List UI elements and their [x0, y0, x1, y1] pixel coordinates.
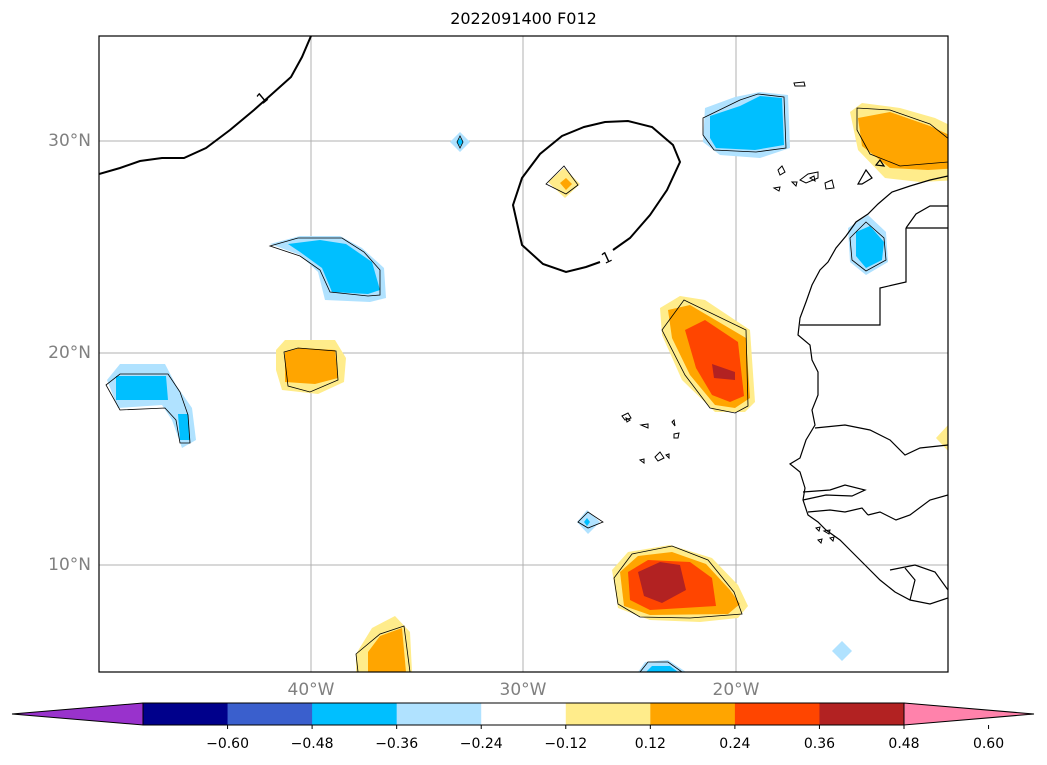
colorbar-tick-label: −0.12	[544, 736, 588, 752]
negative-anomaly-areas	[107, 92, 888, 672]
map-panel: 1 1	[98, 35, 949, 673]
colorbar-tick-label: 0.60	[972, 736, 1005, 752]
colorbar-cell	[650, 703, 736, 725]
colorbar-tick-label: 0.48	[888, 736, 920, 752]
colorbar-tick-label: 0.12	[634, 736, 666, 752]
colorbar-tick-label: −0.60	[206, 736, 249, 752]
plot-frame	[98, 35, 949, 673]
value-contours	[99, 36, 682, 274]
colorbar-cell	[396, 703, 482, 725]
colorbar-cell	[734, 703, 820, 725]
coastline	[788, 158, 948, 605]
colorbar-tick-label: 0.36	[803, 736, 836, 752]
colorbar-extend-low	[11, 702, 144, 726]
islands	[621, 81, 835, 544]
colorbar-cell	[481, 703, 567, 725]
colorbar-tick-label: −0.48	[290, 736, 334, 752]
map-title: 2022091400 F012	[450, 9, 597, 28]
lat-label: 20°N	[48, 343, 91, 363]
contour-label: 1	[599, 247, 615, 267]
gridlines	[99, 36, 948, 672]
colorbar-tick-label: −0.36	[375, 736, 419, 752]
contour-label: 1	[253, 88, 272, 108]
colorbar-cell	[819, 703, 905, 725]
anomaly-contours	[105, 93, 948, 672]
lat-label: 30°N	[48, 131, 91, 151]
positive-anomaly-areas	[276, 103, 948, 672]
colorbar-extend-high	[903, 702, 1035, 726]
lat-label: 10°N	[48, 555, 91, 575]
colorbar-cell	[227, 703, 313, 725]
lon-label: 30°W	[499, 680, 547, 700]
lon-label: 40°W	[287, 680, 335, 700]
colorbar-cell	[143, 703, 229, 725]
colorbar-tick-label: −0.24	[459, 736, 503, 752]
colorbar-tick-label: 0.24	[719, 736, 751, 752]
lon-label: 20°W	[712, 680, 760, 700]
colorbar-cell	[312, 703, 398, 725]
colorbar-cell	[565, 703, 651, 725]
